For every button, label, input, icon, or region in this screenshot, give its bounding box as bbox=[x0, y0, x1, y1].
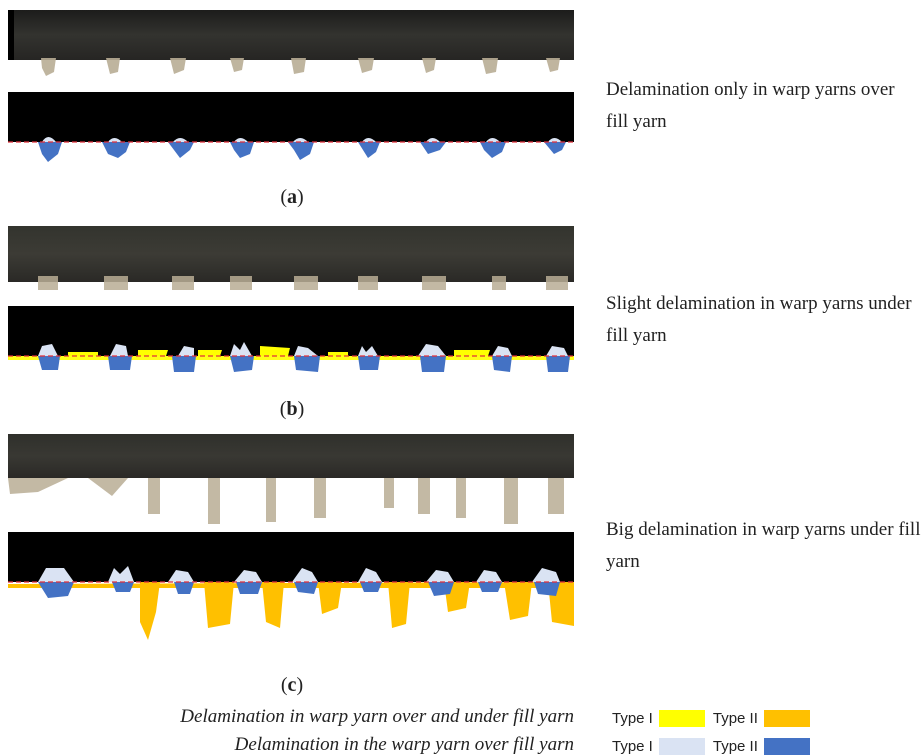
legend-type1-lightblue-swatch bbox=[658, 738, 705, 755]
panel-a-segmentation bbox=[8, 92, 574, 168]
panel-c-description: Big delamination in warp yarns under fil… bbox=[606, 519, 921, 572]
legend-type2-label: Type II bbox=[712, 738, 758, 755]
legend-caption-over: Delamination in the warp yarn over fill … bbox=[234, 734, 574, 755]
panel-c-label: (c) bbox=[280, 674, 304, 696]
panel-b-description: Slight delamination in warp yarns under … bbox=[606, 293, 912, 346]
legend-caption-over-under: Delamination in warp yarn over and under… bbox=[180, 706, 574, 727]
panel-b-photo bbox=[8, 226, 574, 294]
panel-a-label: (a) bbox=[280, 186, 304, 208]
legend-type2-blue-swatch bbox=[763, 738, 810, 755]
legend-type2-orange-swatch bbox=[763, 710, 810, 727]
panel-a-photo bbox=[8, 10, 574, 78]
legend-row-over: Type I Type II bbox=[612, 738, 810, 755]
panel-c-photo bbox=[8, 434, 574, 526]
panel-b-label: (b) bbox=[279, 398, 305, 420]
legend-type1-label: Type I bbox=[612, 710, 653, 727]
panel-c-segmentation bbox=[8, 532, 574, 644]
panel-a-description: Delamination only in warp yarns over fil… bbox=[606, 79, 895, 132]
legend-type1-label: Type I bbox=[612, 738, 653, 755]
panel-b-segmentation bbox=[8, 306, 574, 380]
legend-row-over-under: Type I Type II bbox=[612, 710, 810, 727]
legend-type2-label: Type II bbox=[712, 710, 758, 727]
legend-type1-yellow-swatch bbox=[658, 710, 705, 727]
